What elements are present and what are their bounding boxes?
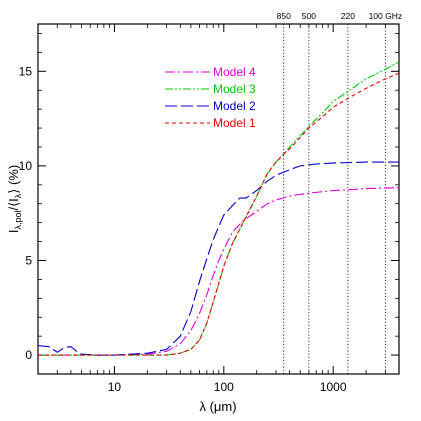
- y-tick-label: 15: [19, 64, 33, 78]
- y-axis-title-end: ⟩ (%): [6, 165, 21, 194]
- frequency-markers: 850 500 220 100 GHz: [277, 11, 403, 374]
- frequency-label: 220: [341, 11, 355, 21]
- y-tick-label: 5: [25, 253, 32, 267]
- series-line: [38, 161, 399, 356]
- y-tick-label: 0: [25, 348, 32, 362]
- legend-label: Model 3: [213, 82, 256, 96]
- series-lines: [38, 61, 399, 356]
- y-axis-title: Iλ,pol/⟨Iλ⟩ (%): [6, 165, 23, 233]
- y-axis-title-sub2: λ: [13, 193, 23, 198]
- x-tick-label: 100: [214, 380, 234, 394]
- x-tick-label: 1000: [320, 380, 347, 394]
- legend-label: Model 2: [213, 99, 256, 113]
- y-axis-title-main: I: [6, 230, 21, 234]
- legend-label: Model 4: [213, 65, 256, 79]
- y-axis-title-mid: /⟨I: [6, 198, 21, 210]
- frequency-label: 850: [277, 11, 291, 21]
- x-tick-label: 10: [108, 380, 122, 394]
- y-axis-title-sub1: λ,pol: [13, 211, 23, 230]
- y-tick-label: 10: [19, 159, 33, 173]
- series-line: [38, 187, 399, 356]
- x-axis-title: λ (μm): [199, 399, 236, 414]
- legend: Model 4 Model 3 Model 2 Model 1: [165, 65, 256, 130]
- frequency-label: 100 GHz: [369, 11, 403, 21]
- series-line: [38, 61, 399, 356]
- axis-ticks: 10 100 1000 0 5 10 15: [19, 24, 400, 394]
- frequency-label: 500: [302, 11, 316, 21]
- legend-label: Model 1: [213, 116, 256, 130]
